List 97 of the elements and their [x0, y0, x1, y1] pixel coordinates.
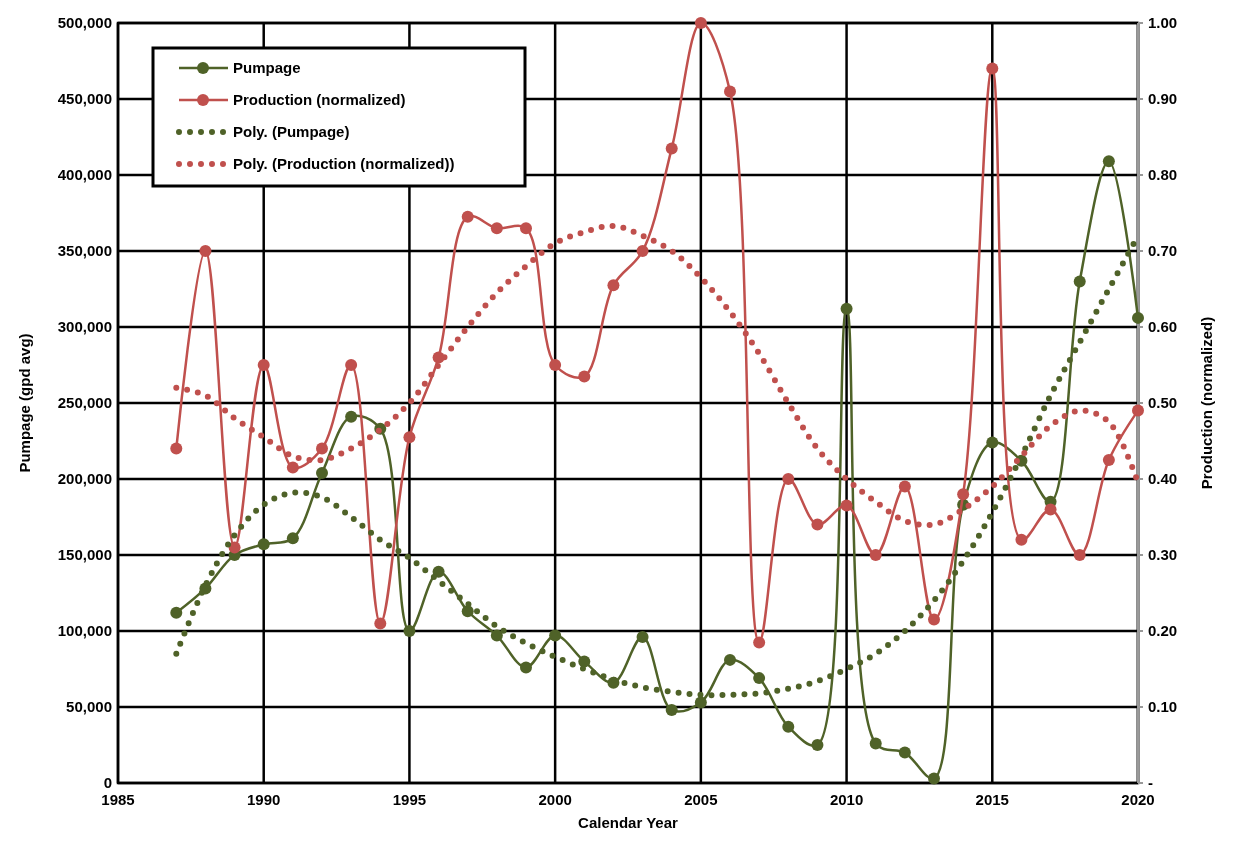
point — [636, 245, 649, 257]
point — [928, 613, 940, 626]
x-tick-label: 2020 — [1121, 791, 1155, 808]
point — [316, 466, 328, 479]
y2-tick-label: 0.10 — [1148, 698, 1178, 715]
y-tick-label: 300,000 — [57, 318, 112, 335]
legend-label: Production (normalized) — [233, 91, 406, 108]
y-tick-label: 400,000 — [57, 166, 112, 183]
point — [316, 442, 328, 455]
point — [724, 85, 736, 98]
y2-tick-label: 1.00 — [1148, 14, 1178, 31]
legend-label: Poly. (Production (normalized)) — [233, 155, 455, 172]
y2-tick-label: 0.50 — [1148, 394, 1178, 411]
x-tick-label: 2010 — [829, 791, 864, 808]
point — [490, 222, 503, 235]
point — [811, 518, 824, 531]
y-tick-label: 50,000 — [66, 698, 112, 715]
y2-tick-label: 0.90 — [1148, 90, 1178, 107]
x-tick-label: 1995 — [392, 791, 427, 808]
y-axis-title: Pumpage (gpd avg) — [16, 333, 33, 473]
point — [286, 461, 299, 474]
y2-tick-label: 0.20 — [1148, 622, 1178, 639]
point — [1132, 404, 1144, 417]
point — [1073, 549, 1086, 561]
point — [694, 17, 707, 29]
y-tick-label: 350,000 — [57, 242, 112, 259]
point — [549, 359, 562, 371]
point — [840, 302, 853, 315]
point — [782, 473, 795, 485]
y-tick-label: 0 — [103, 774, 112, 791]
point — [665, 704, 678, 717]
y2-tick-label: 0.80 — [1148, 166, 1178, 183]
y-tick-label: 100,000 — [57, 622, 112, 639]
point — [636, 631, 649, 644]
point — [199, 245, 212, 257]
point — [345, 410, 358, 423]
point — [986, 62, 999, 75]
x-tick-label: 2005 — [684, 791, 718, 808]
y2-tick-label: 0.60 — [1148, 318, 1178, 335]
point — [1102, 454, 1115, 466]
point — [869, 737, 882, 750]
point — [928, 772, 940, 785]
point — [520, 661, 532, 674]
point — [898, 746, 911, 759]
point — [461, 605, 474, 618]
point — [374, 617, 387, 630]
y-tick-label: 450,000 — [57, 90, 112, 107]
point — [170, 442, 183, 455]
legend-label: Pumpage — [233, 59, 301, 76]
y2-axis-title: Production (normalized) — [1198, 316, 1215, 490]
y-tick-label: 500,000 — [57, 14, 112, 31]
point — [1102, 155, 1115, 168]
point — [578, 370, 591, 383]
x-tick-label: 1985 — [101, 791, 135, 808]
x-tick-label: 2015 — [975, 791, 1009, 808]
point — [228, 541, 241, 554]
point — [898, 480, 911, 493]
point — [257, 538, 270, 551]
point — [170, 606, 183, 619]
point — [549, 629, 562, 642]
point — [753, 636, 766, 649]
point — [520, 222, 532, 235]
point — [694, 696, 707, 709]
point — [1015, 533, 1028, 546]
y-tick-label: 200,000 — [57, 470, 112, 487]
y2-tick-label: - — [1148, 774, 1153, 791]
point — [753, 672, 766, 685]
point — [461, 210, 474, 223]
y2-tick-label: 0.30 — [1148, 546, 1178, 563]
point — [286, 532, 299, 545]
x-tick-label: 1990 — [247, 791, 281, 808]
point — [607, 279, 620, 292]
point — [869, 549, 882, 561]
point — [1073, 275, 1086, 288]
point — [578, 655, 591, 668]
point — [811, 739, 824, 751]
point — [403, 431, 416, 444]
legend-label: Poly. (Pumpage) — [233, 123, 350, 140]
point — [840, 499, 853, 512]
y2-tick-label: 0.40 — [1148, 470, 1178, 487]
point — [782, 720, 795, 733]
point — [665, 142, 678, 155]
point — [724, 653, 736, 666]
point — [257, 359, 270, 371]
point — [490, 629, 503, 642]
point — [986, 436, 999, 449]
point — [403, 625, 416, 637]
y-tick-label: 250,000 — [57, 394, 112, 411]
point — [957, 488, 970, 501]
y2-tick-label: 0.70 — [1148, 242, 1178, 259]
x-axis-title: Calendar Year — [578, 814, 679, 831]
point — [432, 565, 445, 578]
point — [1132, 311, 1144, 324]
point — [1044, 503, 1057, 516]
point — [345, 359, 358, 371]
y-tick-label: 150,000 — [57, 546, 112, 563]
x-tick-label: 2000 — [538, 791, 572, 808]
